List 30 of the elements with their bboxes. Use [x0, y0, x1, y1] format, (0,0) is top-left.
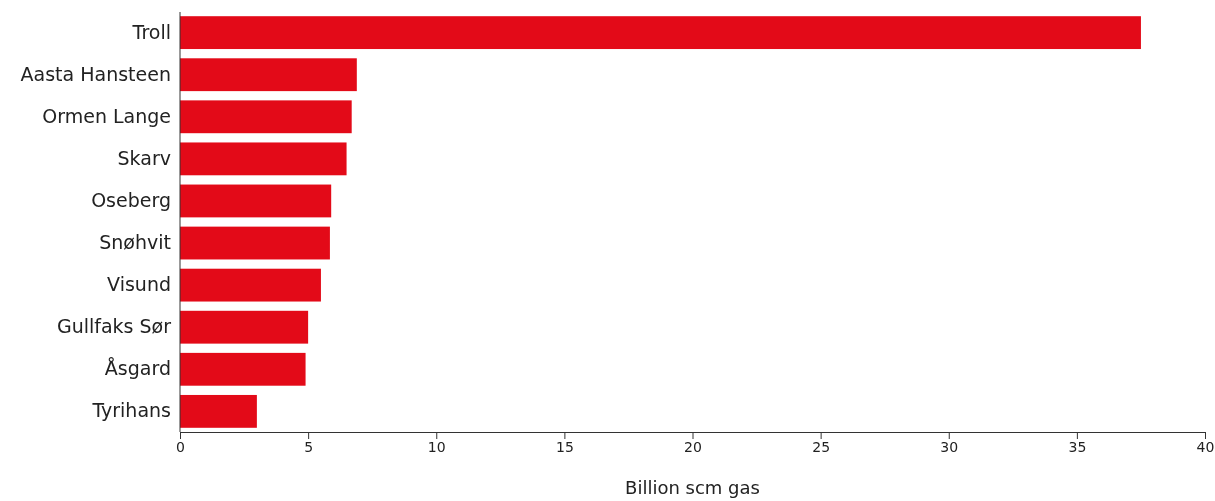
y-tick-label: Gullfaks Sør [56, 315, 172, 338]
x-tick-label: 10 [427, 438, 446, 455]
x-tick-label: 30 [940, 438, 959, 455]
bar [180, 268, 321, 302]
y-tick-label: Oseberg [91, 189, 171, 212]
y-tick-label: Tyrihans [91, 399, 171, 422]
bar [180, 352, 306, 386]
bar [180, 184, 332, 218]
y-tick-label: Troll [131, 20, 171, 43]
y-tick-label: Ormen Lange [42, 104, 171, 127]
x-tick-label: 25 [812, 438, 831, 455]
x-tick-label: 15 [555, 438, 574, 455]
x-tick-label: 40 [1196, 438, 1215, 455]
bar [180, 310, 309, 344]
y-tick-label: Skarv [117, 146, 171, 169]
bar [180, 16, 1141, 50]
bar [180, 394, 257, 428]
y-tick-label: Aasta Hansteen [20, 62, 171, 85]
x-tick-label: 20 [684, 438, 702, 455]
x-axis-title: Billion scm gas [625, 477, 760, 498]
x-tick-label: 5 [304, 438, 314, 455]
y-tick-label: Visund [107, 273, 171, 296]
bar [180, 100, 352, 134]
bar [180, 226, 330, 260]
y-tick-label: Snøhvit [99, 231, 171, 254]
bar [180, 58, 357, 92]
x-tick-label: 0 [176, 438, 185, 455]
y-tick-label: Åsgard [104, 357, 171, 380]
x-tick-label: 35 [1068, 438, 1087, 455]
bar [180, 142, 347, 176]
